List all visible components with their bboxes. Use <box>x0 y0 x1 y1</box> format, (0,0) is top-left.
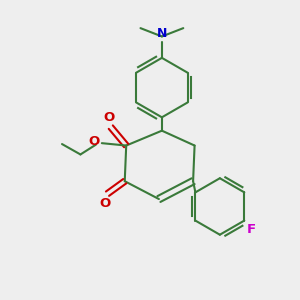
Text: O: O <box>99 197 110 210</box>
Text: O: O <box>103 111 115 124</box>
Text: O: O <box>88 135 100 148</box>
Text: F: F <box>246 223 256 236</box>
Text: N: N <box>157 27 167 40</box>
